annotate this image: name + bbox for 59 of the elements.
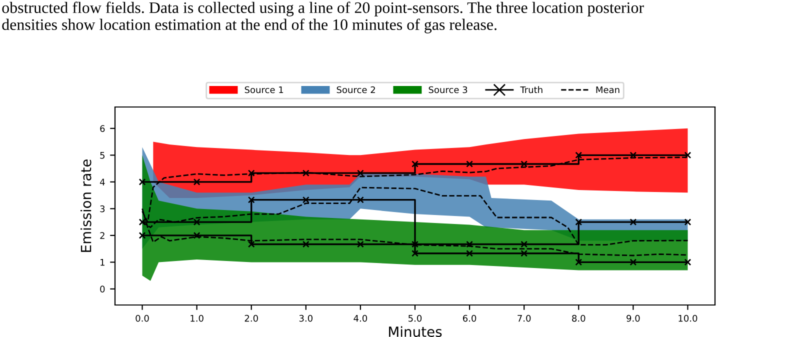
point [356, 170, 364, 177]
point [302, 170, 310, 177]
point [466, 250, 474, 257]
point [193, 218, 200, 226]
y-tick-label: 2 [100, 232, 104, 239]
y-tick-label: 4 [100, 178, 105, 186]
point [684, 152, 692, 159]
point [356, 196, 364, 204]
point [356, 240, 364, 248]
point [248, 240, 255, 248]
x-tick-label: 7.0 [518, 314, 531, 322]
point [302, 240, 310, 248]
point [412, 250, 418, 257]
point [302, 196, 310, 204]
point [193, 232, 200, 239]
point [575, 258, 582, 266]
x-tick-label: 10.0 [678, 314, 698, 322]
x-tick-label: 5.0 [408, 314, 422, 322]
text: obstructed flow fields. Data is collected using a line of 20 point-sensors. The three location posterior densities show location estimation at the end of the 10 minutes of gas release. [2, 2, 644, 34]
point [520, 160, 528, 168]
point [138, 232, 146, 239]
point [248, 170, 255, 177]
y-tick-label: 5 [100, 152, 104, 159]
x-axis-title: Minutes [389, 326, 442, 337]
x-tick-label: 3.0 [299, 314, 312, 322]
legend-label: Truth [520, 86, 542, 94]
point [193, 178, 200, 186]
legend-label: Mean [596, 86, 620, 94]
point [412, 160, 418, 168]
x-tick-label: 9.0 [626, 314, 640, 322]
x-tick-label: 1.0 [190, 314, 204, 322]
point [575, 218, 582, 226]
y-tick-label: 1 [100, 259, 104, 266]
x-tick-label: 4.0 [354, 314, 368, 322]
point [630, 152, 637, 159]
point [684, 218, 692, 226]
point [138, 178, 146, 186]
y-tick-label: 0 [100, 286, 105, 293]
y-axis-title: Emission rate [80, 160, 92, 252]
point [520, 250, 528, 257]
y-tick-label: 6 [100, 125, 105, 132]
point [466, 160, 474, 168]
point [248, 196, 255, 204]
legend-label: Source 2 [336, 86, 375, 94]
legend-label: Source 1 [244, 86, 284, 94]
point [520, 240, 528, 248]
x-tick-label: 0.0 [136, 314, 149, 322]
point [684, 258, 692, 266]
point [630, 258, 637, 266]
point [138, 218, 146, 226]
point [575, 152, 582, 159]
y-tick-label: 3 [100, 205, 105, 212]
legend-label: Source 3 [428, 86, 468, 94]
point [466, 240, 474, 248]
x-tick-label: 8.0 [572, 314, 586, 322]
point [630, 218, 637, 226]
x-tick-label: 6.0 [462, 314, 476, 322]
point [412, 240, 418, 248]
x-tick-label: 2.0 [244, 314, 258, 322]
